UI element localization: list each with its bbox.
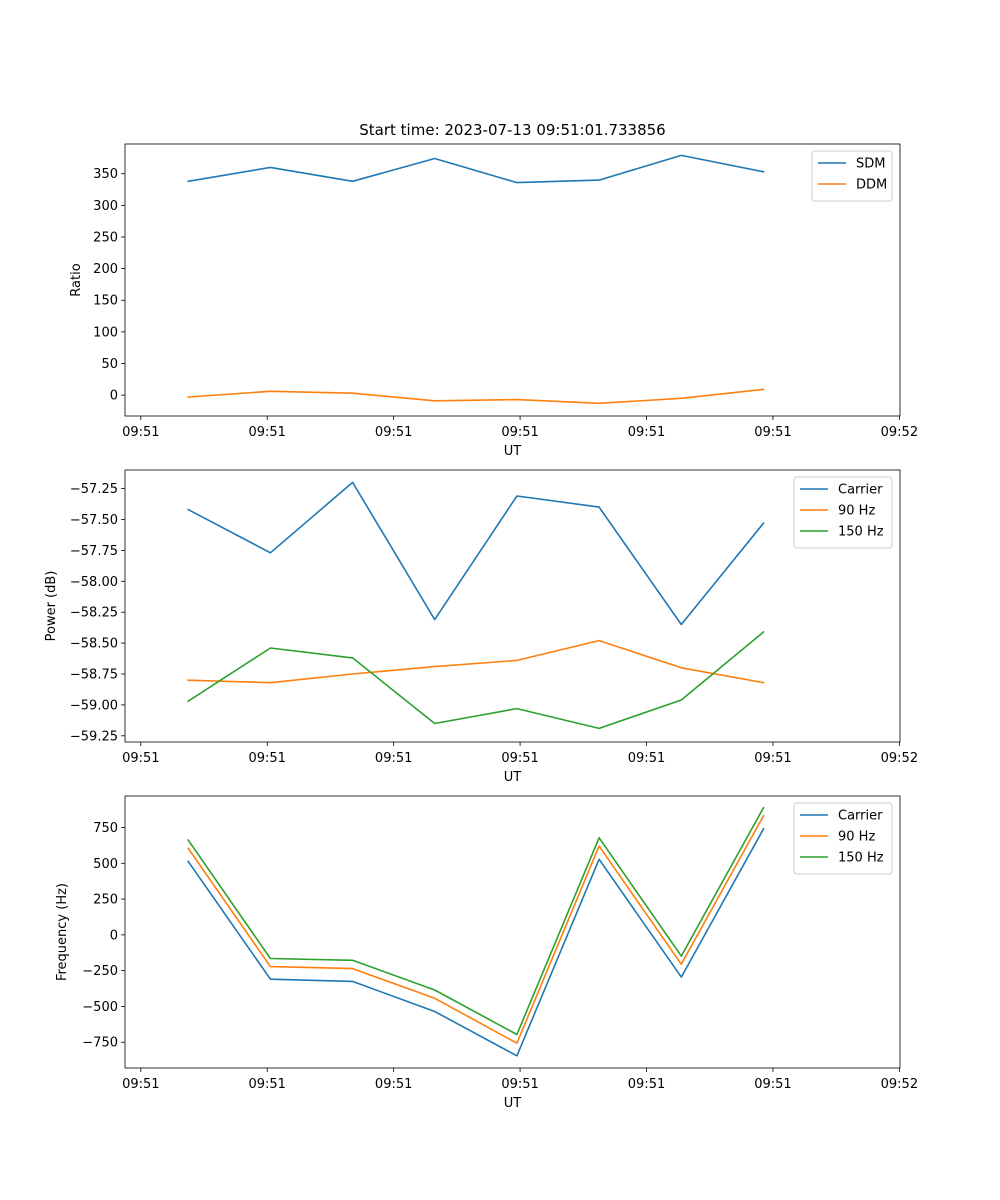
x-tick-label: 09:51	[122, 425, 159, 440]
y-tick-label: 750	[93, 821, 118, 836]
series-line-90-hz	[187, 639, 765, 684]
x-axis-label: UT	[504, 770, 522, 785]
legend-label: DDM	[856, 178, 887, 193]
chart-panel-3: −750 −500 −250 0 250 500 750 09:51 09:51 09:51 09:…	[55, 795, 918, 1111]
series-line-sdm	[187, 154, 765, 184]
legend-label: 90 Hz	[838, 504, 875, 519]
y-tick-label: 150	[93, 294, 118, 309]
legend-label: Carrier	[838, 483, 883, 498]
series-line-ddm	[187, 388, 765, 405]
x-axis-label: UT	[504, 444, 522, 459]
x-tick-label: 09:51	[628, 751, 665, 766]
y-tick-label: −750	[82, 1036, 118, 1051]
y-tick-label: −58.25	[70, 606, 118, 621]
legend: SDM DDM	[811, 150, 893, 202]
y-tick-label: −58.50	[70, 637, 118, 652]
x-tick-label: 09:51	[501, 1077, 538, 1092]
series-line-carrier	[187, 827, 765, 1057]
x-tick-label: 09:51	[248, 425, 285, 440]
y-axis-label: Frequency (Hz)	[55, 883, 70, 981]
y-tick-label: −250	[82, 964, 118, 979]
legend: Carrier 90 Hz 150 Hz	[793, 802, 893, 875]
legend-label: Carrier	[838, 809, 883, 824]
y-tick-label: 350	[93, 167, 118, 182]
y-tick-label: −58.75	[70, 668, 118, 683]
series-line-150-hz	[187, 806, 765, 1036]
y-tick-label: 100	[93, 325, 118, 340]
y-tick-label: 0	[110, 928, 118, 943]
x-tick-label: 09:51	[122, 751, 159, 766]
y-tick-label: 500	[93, 857, 118, 872]
y-tick-label: 250	[93, 893, 118, 908]
plot-frame	[124, 143, 901, 417]
y-tick-label: 250	[93, 230, 118, 245]
x-tick-label: 09:51	[375, 751, 412, 766]
legend-label: 90 Hz	[838, 830, 875, 845]
x-tick-label: 09:52	[881, 425, 918, 440]
legend: Carrier 90 Hz 150 Hz	[793, 476, 893, 549]
x-axis-label: UT	[504, 1096, 522, 1111]
y-tick-label: −57.75	[70, 544, 118, 559]
x-tick-label: 09:51	[628, 1077, 665, 1092]
x-tick-label: 09:51	[248, 1077, 285, 1092]
x-tick-label: 09:51	[754, 425, 791, 440]
y-tick-label: 200	[93, 262, 118, 277]
chart-panel-1: Start time: 2023-07-13 09:51:01.733856 0 5…	[69, 121, 918, 459]
x-tick-label: 09:51	[375, 425, 412, 440]
series-line-90-hz	[187, 814, 765, 1044]
chart-title: Start time: 2023-07-13 09:51:01.733856	[359, 121, 665, 139]
x-tick-label: 09:51	[501, 425, 538, 440]
x-tick-label: 09:52	[881, 751, 918, 766]
y-axis-label: Ratio	[69, 263, 84, 296]
x-tick-label: 09:51	[122, 1077, 159, 1092]
series-line-150-hz	[187, 630, 765, 730]
plot-frame	[124, 795, 901, 1069]
x-tick-label: 09:51	[754, 1077, 791, 1092]
y-tick-label: −59.00	[70, 698, 118, 713]
y-tick-label: 300	[93, 199, 118, 214]
y-tick-label: 50	[101, 357, 118, 372]
y-tick-label: −57.50	[70, 513, 118, 528]
series-line-carrier	[187, 481, 765, 626]
x-tick-label: 09:51	[754, 751, 791, 766]
plot-frame	[124, 469, 901, 743]
x-tick-label: 09:51	[501, 751, 538, 766]
y-tick-label: −500	[82, 1000, 118, 1015]
x-tick-label: 09:52	[881, 1077, 918, 1092]
legend-label: 150 Hz	[838, 851, 884, 866]
y-tick-label: −59.25	[70, 729, 118, 744]
x-tick-label: 09:51	[375, 1077, 412, 1092]
y-tick-label: −58.00	[70, 575, 118, 590]
legend-label: SDM	[856, 157, 885, 172]
y-axis-label: Power (dB)	[44, 571, 59, 642]
chart-panel-2: −59.25 −59.00 −58.75 −58.50 −58.25 −58.00 −57.…	[44, 469, 918, 785]
y-tick-label: 0	[110, 389, 118, 404]
legend-label: 150 Hz	[838, 525, 884, 540]
x-tick-label: 09:51	[248, 751, 285, 766]
y-tick-label: −57.25	[70, 482, 118, 497]
x-tick-label: 09:51	[628, 425, 665, 440]
